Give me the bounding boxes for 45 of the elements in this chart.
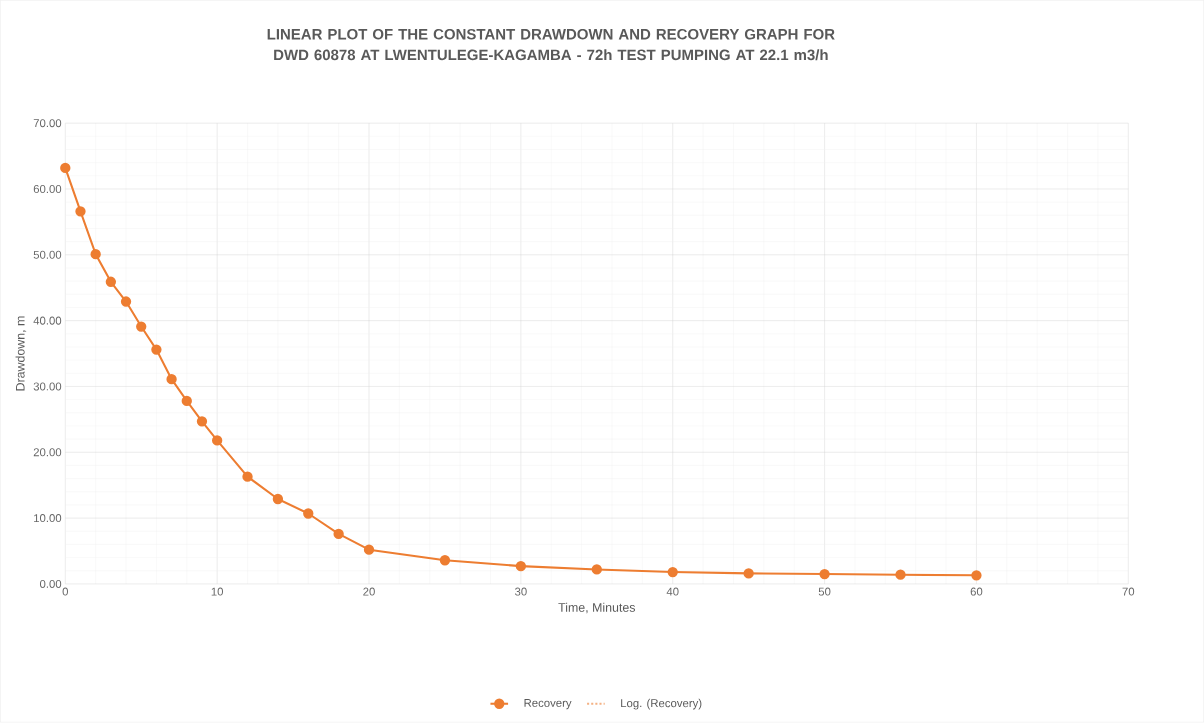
- x-tick-label: 50: [818, 587, 831, 596]
- x-tick-label: 10: [211, 587, 224, 596]
- point: [515, 561, 527, 572]
- point: [743, 568, 754, 579]
- y-tick-label: 0.00: [39, 580, 62, 589]
- point: [75, 206, 86, 217]
- point: [90, 249, 101, 260]
- y-tick-label: 60.00: [33, 185, 62, 194]
- point: [136, 321, 147, 332]
- y-tick-label: 30.00: [33, 382, 62, 391]
- point: [667, 567, 678, 578]
- point: [303, 508, 314, 519]
- y-tick-label: 20.00: [33, 448, 62, 457]
- legend-label: Recovery: [524, 699, 572, 710]
- y-tick-label: 40.00: [33, 316, 62, 325]
- point: [242, 471, 253, 483]
- point: [819, 569, 830, 580]
- chart-title: LINEAR PLOT OF THE CONSTANT DRAWDOWN AND RECOVERY GRAPH FOR DWD 60878 AT LWENTULEGE-KAGAMBA - 72h TEST PUMPING AT 22.1 m3/h: [267, 29, 835, 61]
- point: [363, 544, 375, 556]
- point: [181, 395, 192, 407]
- point: [895, 569, 906, 581]
- point: [211, 435, 223, 446]
- x-tick-label: 30: [514, 587, 527, 596]
- x-tick-label: 70: [1122, 587, 1135, 596]
- point: [120, 296, 132, 307]
- y-tick-label: 70.00: [33, 119, 62, 128]
- x-tick-label: 40: [666, 587, 679, 596]
- point: [971, 570, 982, 581]
- point: [196, 416, 208, 427]
- y-axis-title: Drawdown, m: [15, 316, 27, 391]
- point: [333, 528, 344, 540]
- point: [166, 374, 177, 385]
- x-axis-title: Time, Minutes: [558, 602, 636, 614]
- point: [272, 494, 284, 505]
- x-tick-label: 60: [970, 587, 983, 596]
- point: [439, 555, 451, 566]
- x-tick-label: 0: [62, 587, 68, 596]
- point: [105, 276, 117, 288]
- point: [60, 162, 71, 174]
- point: [151, 344, 162, 355]
- y-tick-label: 50.00: [33, 251, 62, 260]
- point: [591, 564, 602, 575]
- y-tick-label: 10.00: [34, 514, 62, 523]
- x-tick-label: 20: [363, 587, 375, 596]
- legend-label: Log. (Recovery): [621, 699, 702, 710]
